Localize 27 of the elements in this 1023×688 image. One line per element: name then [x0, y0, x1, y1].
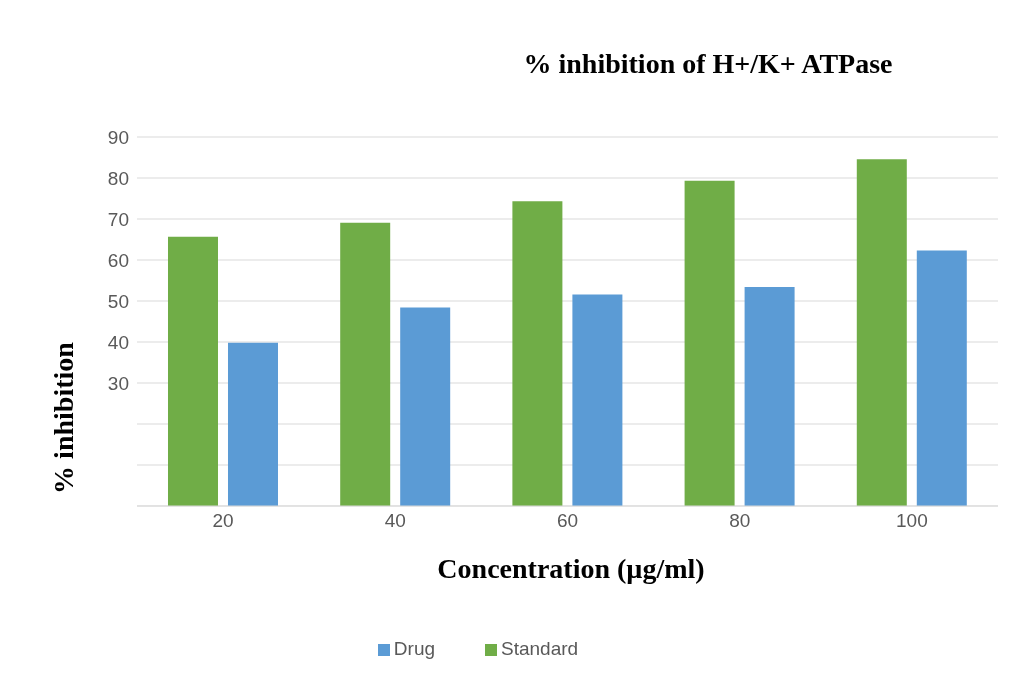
bar	[916, 250, 967, 506]
x-tick-label: 80	[729, 510, 751, 532]
bar	[684, 180, 735, 506]
bar	[856, 159, 907, 506]
bar	[572, 294, 623, 506]
bar	[168, 236, 218, 506]
x-tick-label: 40	[384, 510, 406, 532]
x-axis-title: Concentration (µg/ml)	[436, 553, 706, 585]
y-tick-label: 60	[107, 249, 129, 271]
bar	[744, 287, 795, 506]
legend-label: Drug	[393, 638, 436, 659]
y-tick-label: 30	[107, 372, 129, 394]
bar	[228, 342, 278, 506]
y-tick-label: 70	[107, 208, 129, 230]
bar	[340, 222, 391, 506]
chart-title: % inhibition of H+/K+ ATPase	[522, 48, 894, 80]
bar	[400, 307, 451, 506]
y-tick-label: 80	[107, 167, 129, 189]
x-tick-label: 20	[212, 510, 234, 532]
y-tick-label: 90	[107, 126, 129, 148]
y-tick-label: 50	[107, 290, 129, 312]
legend-label: Standard	[501, 638, 579, 659]
x-tick-label: 60	[556, 510, 579, 532]
y-axis-title: % inhibition	[48, 341, 80, 496]
bar	[512, 201, 563, 506]
y-tick-label: 40	[107, 331, 129, 353]
x-tick-label: 100	[896, 510, 928, 532]
